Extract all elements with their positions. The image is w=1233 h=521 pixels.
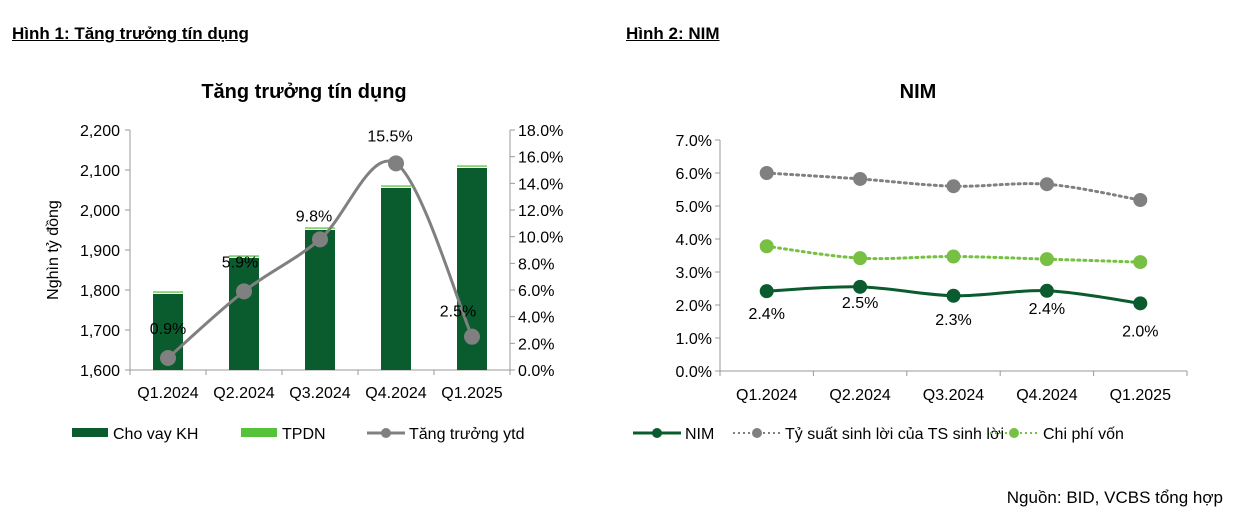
marker-chi-phi-von: [759, 239, 774, 254]
marker-nim: [759, 284, 774, 299]
marker-chi-phi-von: [1039, 252, 1054, 267]
legend-swatch-tpdn: [241, 428, 277, 437]
right-y-tick-label: 8.0%: [518, 256, 554, 273]
bar-cho-vay-kh: [229, 258, 259, 370]
data-label-tang-truong-ytd: 15.5%: [367, 128, 412, 145]
marker-nim: [1133, 296, 1148, 311]
legend-label-ty-suat-sinh-loi: Tỷ suất sinh lời của TS sinh lời: [785, 426, 1004, 443]
x-tick-label: Q2.2024: [213, 385, 274, 402]
right-y-tick-label: 6.0%: [518, 283, 554, 300]
y-tick-label: 4.0%: [676, 232, 712, 249]
data-label-tang-truong-ytd: 5.9%: [222, 254, 258, 271]
x-tick-label: Q4.2024: [365, 385, 426, 402]
left-y-tick-label: 1,900: [80, 243, 120, 260]
x-tick-label: Q1.2025: [441, 385, 502, 402]
right-y-tick-label: 2.0%: [518, 336, 554, 353]
bar-cho-vay-kh: [381, 188, 411, 370]
data-label-tang-truong-ytd: 0.9%: [150, 321, 186, 338]
marker-chi-phi-von: [853, 251, 868, 266]
legend-label-chi-phi-von: Chi phí vốn: [1043, 426, 1124, 443]
y-tick-label: 3.0%: [676, 265, 712, 282]
nim-chart: NIM 0.0% 1.0% 2.0% 3.0% 4.0% 5.0% 6.0% 7.0% Q1.20…: [633, 81, 1188, 443]
data-label-tang-truong-ytd: 2.5%: [440, 304, 476, 321]
data-label-nim: 2.0%: [1122, 323, 1158, 340]
marker-ty-suat-sinh-loi: [1039, 177, 1054, 192]
right-y-tick-label: 10.0%: [518, 230, 563, 247]
marker-tang-truong-ytd: [388, 155, 404, 172]
figure1-heading: Hình 1: Tăng trưởng tín dụng: [12, 24, 249, 43]
x-tick-label: Q1.2024: [736, 387, 797, 404]
legend-marker-ty-suat-sinh-loi: [752, 428, 762, 438]
y-tick-label: 1.0%: [676, 331, 712, 348]
bar-cho-vay-kh: [305, 230, 335, 370]
right-y-tick-label: 14.0%: [518, 176, 563, 193]
right-y-tick-label: 16.0%: [518, 150, 563, 167]
y-tick-label: 5.0%: [676, 199, 712, 216]
y-tick-label: 7.0%: [676, 133, 712, 150]
legend-label-tpdn: TPDN: [282, 426, 326, 443]
marker-tang-truong-ytd: [160, 350, 176, 366]
marker-ty-suat-sinh-loi: [853, 171, 868, 186]
marker-chi-phi-von: [946, 249, 961, 264]
chart-title: NIM: [900, 81, 937, 103]
legend-label-nim: NIM: [685, 426, 714, 443]
data-label-nim: 2.4%: [748, 306, 784, 323]
data-label-nim: 2.3%: [935, 312, 971, 329]
right-y-tick-label: 18.0%: [518, 123, 563, 140]
x-tick-label: Q4.2024: [1016, 387, 1077, 404]
marker-ty-suat-sinh-loi: [946, 179, 961, 194]
y-tick-label: 2.0%: [676, 298, 712, 315]
left-y-tick-label: 2,100: [80, 163, 120, 180]
x-tick-label: Q3.2024: [923, 387, 984, 404]
legend-label-cho-vay-kh: Cho vay KH: [113, 426, 198, 443]
credit-growth-chart: Tăng trưởng tín dụng 1,600 1,700 1,800 1,900…: [45, 81, 563, 443]
marker-tang-truong-ytd: [312, 231, 328, 248]
legend-marker-tang-truong-ytd: [381, 428, 391, 438]
bar-tpdn: [457, 165, 487, 167]
legend-label-tang-truong-ytd: Tăng trưởng ytd: [409, 426, 524, 443]
figure2-heading: Hình 2: NIM: [626, 24, 720, 43]
bar-tpdn: [305, 227, 335, 229]
marker-tang-truong-ytd: [236, 283, 252, 300]
legend-marker-nim: [652, 428, 662, 438]
right-y-tick-label: 4.0%: [518, 310, 554, 327]
x-tick-label: Q1.2025: [1110, 387, 1171, 404]
x-tick-label: Q1.2024: [137, 385, 198, 402]
right-y-tick-label: 12.0%: [518, 203, 563, 220]
left-y-tick-label: 2,000: [80, 203, 120, 220]
right-y-tick-label: 0.0%: [518, 363, 554, 380]
y-tick-label: 0.0%: [676, 364, 712, 381]
chart-title: Tăng trưởng tín dụng: [201, 81, 406, 103]
marker-ty-suat-sinh-loi: [759, 166, 774, 180]
x-tick-label: Q3.2024: [289, 385, 350, 402]
marker-ty-suat-sinh-loi: [1133, 193, 1148, 208]
marker-nim: [946, 288, 961, 303]
data-label-nim: 2.5%: [842, 295, 878, 312]
left-y-tick-label: 2,200: [80, 123, 120, 140]
legend-marker-chi-phi-von: [1009, 428, 1019, 438]
marker-nim: [853, 279, 868, 294]
x-tick-label: Q2.2024: [829, 387, 890, 404]
marker-nim: [1039, 283, 1054, 298]
source-note: Nguồn: BID, VCBS tổng hợp: [1006, 488, 1223, 507]
line-tang-truong-ytd: [167, 159, 474, 360]
marker-chi-phi-von: [1133, 255, 1148, 270]
bar-tpdn: [153, 291, 183, 293]
bar-tpdn: [229, 255, 259, 257]
left-y-tick-label: 1,800: [80, 283, 120, 300]
left-y-tick-label: 1,700: [80, 323, 120, 340]
data-label-tang-truong-ytd: 9.8%: [296, 208, 332, 225]
marker-tang-truong-ytd: [464, 328, 480, 345]
data-label-nim: 2.4%: [1029, 301, 1065, 318]
left-y-tick-label: 1,600: [80, 363, 120, 380]
legend-swatch-cho-vay-kh: [72, 428, 108, 437]
bar-tpdn: [381, 185, 411, 187]
y-axis-label: Nghìn tỷ đồng: [45, 200, 62, 300]
y-tick-label: 6.0%: [676, 166, 712, 183]
